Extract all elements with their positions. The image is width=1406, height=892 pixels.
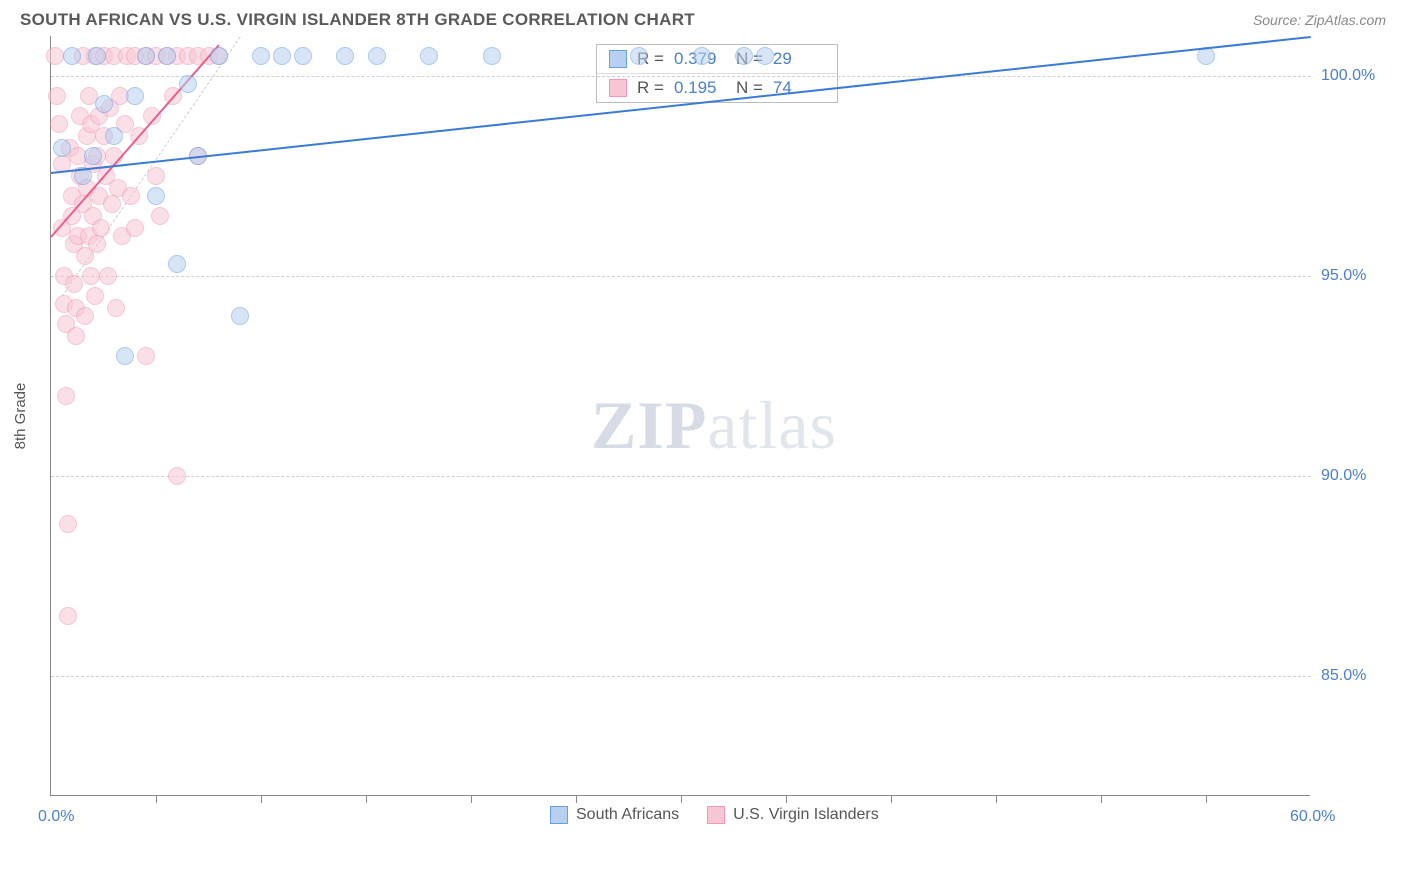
data-point [86, 287, 104, 305]
x-tick [891, 795, 892, 803]
data-point [483, 47, 501, 65]
y-axis-title: 8th Grade [12, 383, 29, 450]
data-point [158, 47, 176, 65]
stat-label-r: R = [637, 78, 664, 98]
x-tick [366, 795, 367, 803]
y-tick-label: 100.0% [1321, 67, 1375, 85]
source-label: Source: ZipAtlas.com [1253, 12, 1386, 28]
chart-title: SOUTH AFRICAN VS U.S. VIRGIN ISLANDER 8T… [20, 10, 695, 30]
legend-item-1: U.S. Virgin Islanders [707, 806, 879, 824]
data-point [57, 387, 75, 405]
data-point [630, 47, 648, 65]
data-point [168, 255, 186, 273]
data-point [59, 607, 77, 625]
legend-label-1: U.S. Virgin Islanders [733, 806, 879, 824]
data-point [210, 47, 228, 65]
x-tick [471, 795, 472, 803]
data-point [88, 235, 106, 253]
data-point [122, 187, 140, 205]
data-point [48, 87, 66, 105]
data-point [76, 307, 94, 325]
x-tick [156, 795, 157, 803]
x-tick [1206, 795, 1207, 803]
data-point [147, 187, 165, 205]
y-tick-label: 95.0% [1321, 267, 1366, 285]
data-point [368, 47, 386, 65]
data-point [231, 307, 249, 325]
data-point [147, 167, 165, 185]
stat-r-1: 0.195 [674, 78, 726, 98]
data-point [693, 47, 711, 65]
gridline-h [51, 76, 1311, 77]
data-point [420, 47, 438, 65]
data-point [103, 195, 121, 213]
data-point [336, 47, 354, 65]
data-point [92, 219, 110, 237]
data-point [82, 267, 100, 285]
data-point [168, 467, 186, 485]
data-point [252, 47, 270, 65]
data-point [137, 47, 155, 65]
swatch-series-0 [609, 50, 627, 68]
legend-swatch-0 [550, 806, 568, 824]
chart-container: 8th Grade ZIPatlas R = 0.379 N = 29 R = … [50, 36, 1386, 826]
x-tick [576, 795, 577, 803]
data-point [65, 275, 83, 293]
gridline-h [51, 276, 1311, 277]
data-point [116, 347, 134, 365]
data-point [126, 219, 144, 237]
x-tick [1101, 795, 1102, 803]
data-point [273, 47, 291, 65]
x-tick [786, 795, 787, 803]
data-point [756, 47, 774, 65]
data-point [126, 87, 144, 105]
data-point [63, 47, 81, 65]
y-tick-label: 90.0% [1321, 467, 1366, 485]
gridline-h [51, 476, 1311, 477]
stat-row-series-1: R = 0.195 N = 74 [597, 74, 837, 102]
legend-label-0: South Africans [576, 806, 679, 824]
data-point [179, 75, 197, 93]
data-point [137, 347, 155, 365]
plot-area: ZIPatlas R = 0.379 N = 29 R = 0.195 N = … [50, 36, 1310, 796]
y-tick-label: 85.0% [1321, 667, 1366, 685]
x-axis-min-label: 0.0% [38, 808, 74, 826]
legend: South Africans U.S. Virgin Islanders [550, 806, 879, 824]
data-point [59, 515, 77, 533]
stat-n-0: 29 [773, 49, 825, 69]
x-axis-max-label: 60.0% [1290, 808, 1335, 826]
data-point [95, 95, 113, 113]
data-point [50, 115, 68, 133]
gridline-h [51, 676, 1311, 677]
chart-header: SOUTH AFRICAN VS U.S. VIRGIN ISLANDER 8T… [0, 0, 1406, 36]
data-point [88, 47, 106, 65]
data-point [151, 207, 169, 225]
data-point [53, 139, 71, 157]
data-point [67, 327, 85, 345]
data-point [294, 47, 312, 65]
legend-item-0: South Africans [550, 806, 679, 824]
swatch-series-1 [609, 79, 627, 97]
data-point [105, 127, 123, 145]
data-point [735, 47, 753, 65]
data-point [84, 147, 102, 165]
x-tick [996, 795, 997, 803]
legend-swatch-1 [707, 806, 725, 824]
watermark: ZIPatlas [591, 386, 837, 465]
x-tick [681, 795, 682, 803]
data-point [107, 299, 125, 317]
data-point [46, 47, 64, 65]
x-tick [261, 795, 262, 803]
data-point [99, 267, 117, 285]
